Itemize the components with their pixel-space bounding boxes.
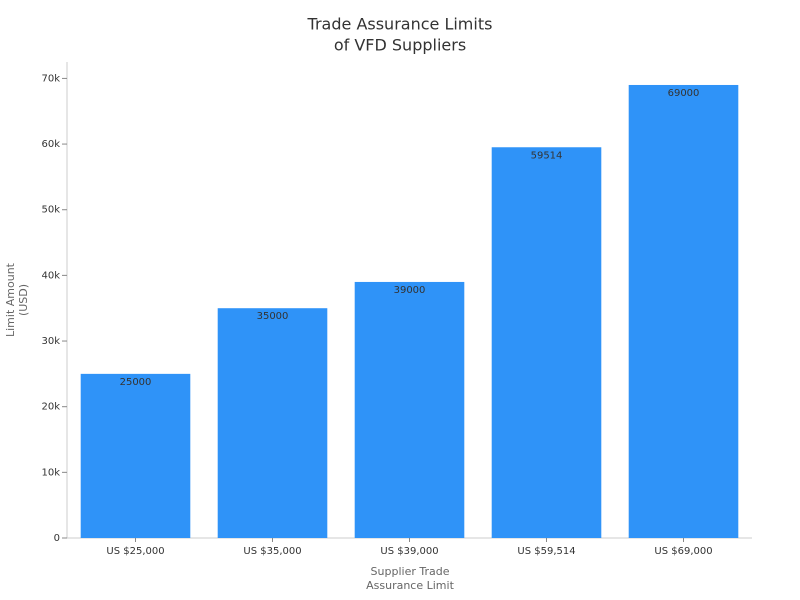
- value-label: 39000: [394, 285, 426, 296]
- y-tick-label: 20k: [41, 402, 60, 413]
- value-label: 59514: [531, 150, 563, 161]
- value-label: 25000: [120, 377, 152, 388]
- x-tick-label: US $69,000: [654, 546, 712, 557]
- x-tick-label: US $35,000: [243, 546, 301, 557]
- y-axis-label: (USD): [17, 284, 30, 316]
- y-axis-label: Limit Amount: [4, 262, 17, 337]
- y-tick-label: 30k: [41, 336, 60, 347]
- chart-title: of VFD Suppliers: [334, 36, 466, 55]
- x-tick-label: US $39,000: [380, 546, 438, 557]
- value-label: 35000: [257, 311, 289, 322]
- y-tick-label: 40k: [41, 270, 60, 281]
- x-axis-label: Supplier Trade: [371, 565, 450, 578]
- y-tick-label: 70k: [41, 73, 60, 84]
- x-tick-label: US $25,000: [106, 546, 164, 557]
- bar: [628, 84, 739, 538]
- x-tick-label: US $59,514: [517, 546, 575, 557]
- y-tick-label: 0: [54, 533, 60, 544]
- value-label: 69000: [668, 88, 700, 99]
- y-tick-label: 60k: [41, 139, 60, 150]
- y-tick-label: 50k: [41, 205, 60, 216]
- bar: [217, 308, 328, 538]
- bar: [491, 147, 602, 538]
- x-axis-label: Assurance Limit: [366, 579, 454, 592]
- bar: [80, 373, 191, 538]
- bar: [354, 281, 465, 538]
- chart-title: Trade Assurance Limits: [307, 15, 493, 34]
- y-tick-label: 10k: [41, 467, 60, 478]
